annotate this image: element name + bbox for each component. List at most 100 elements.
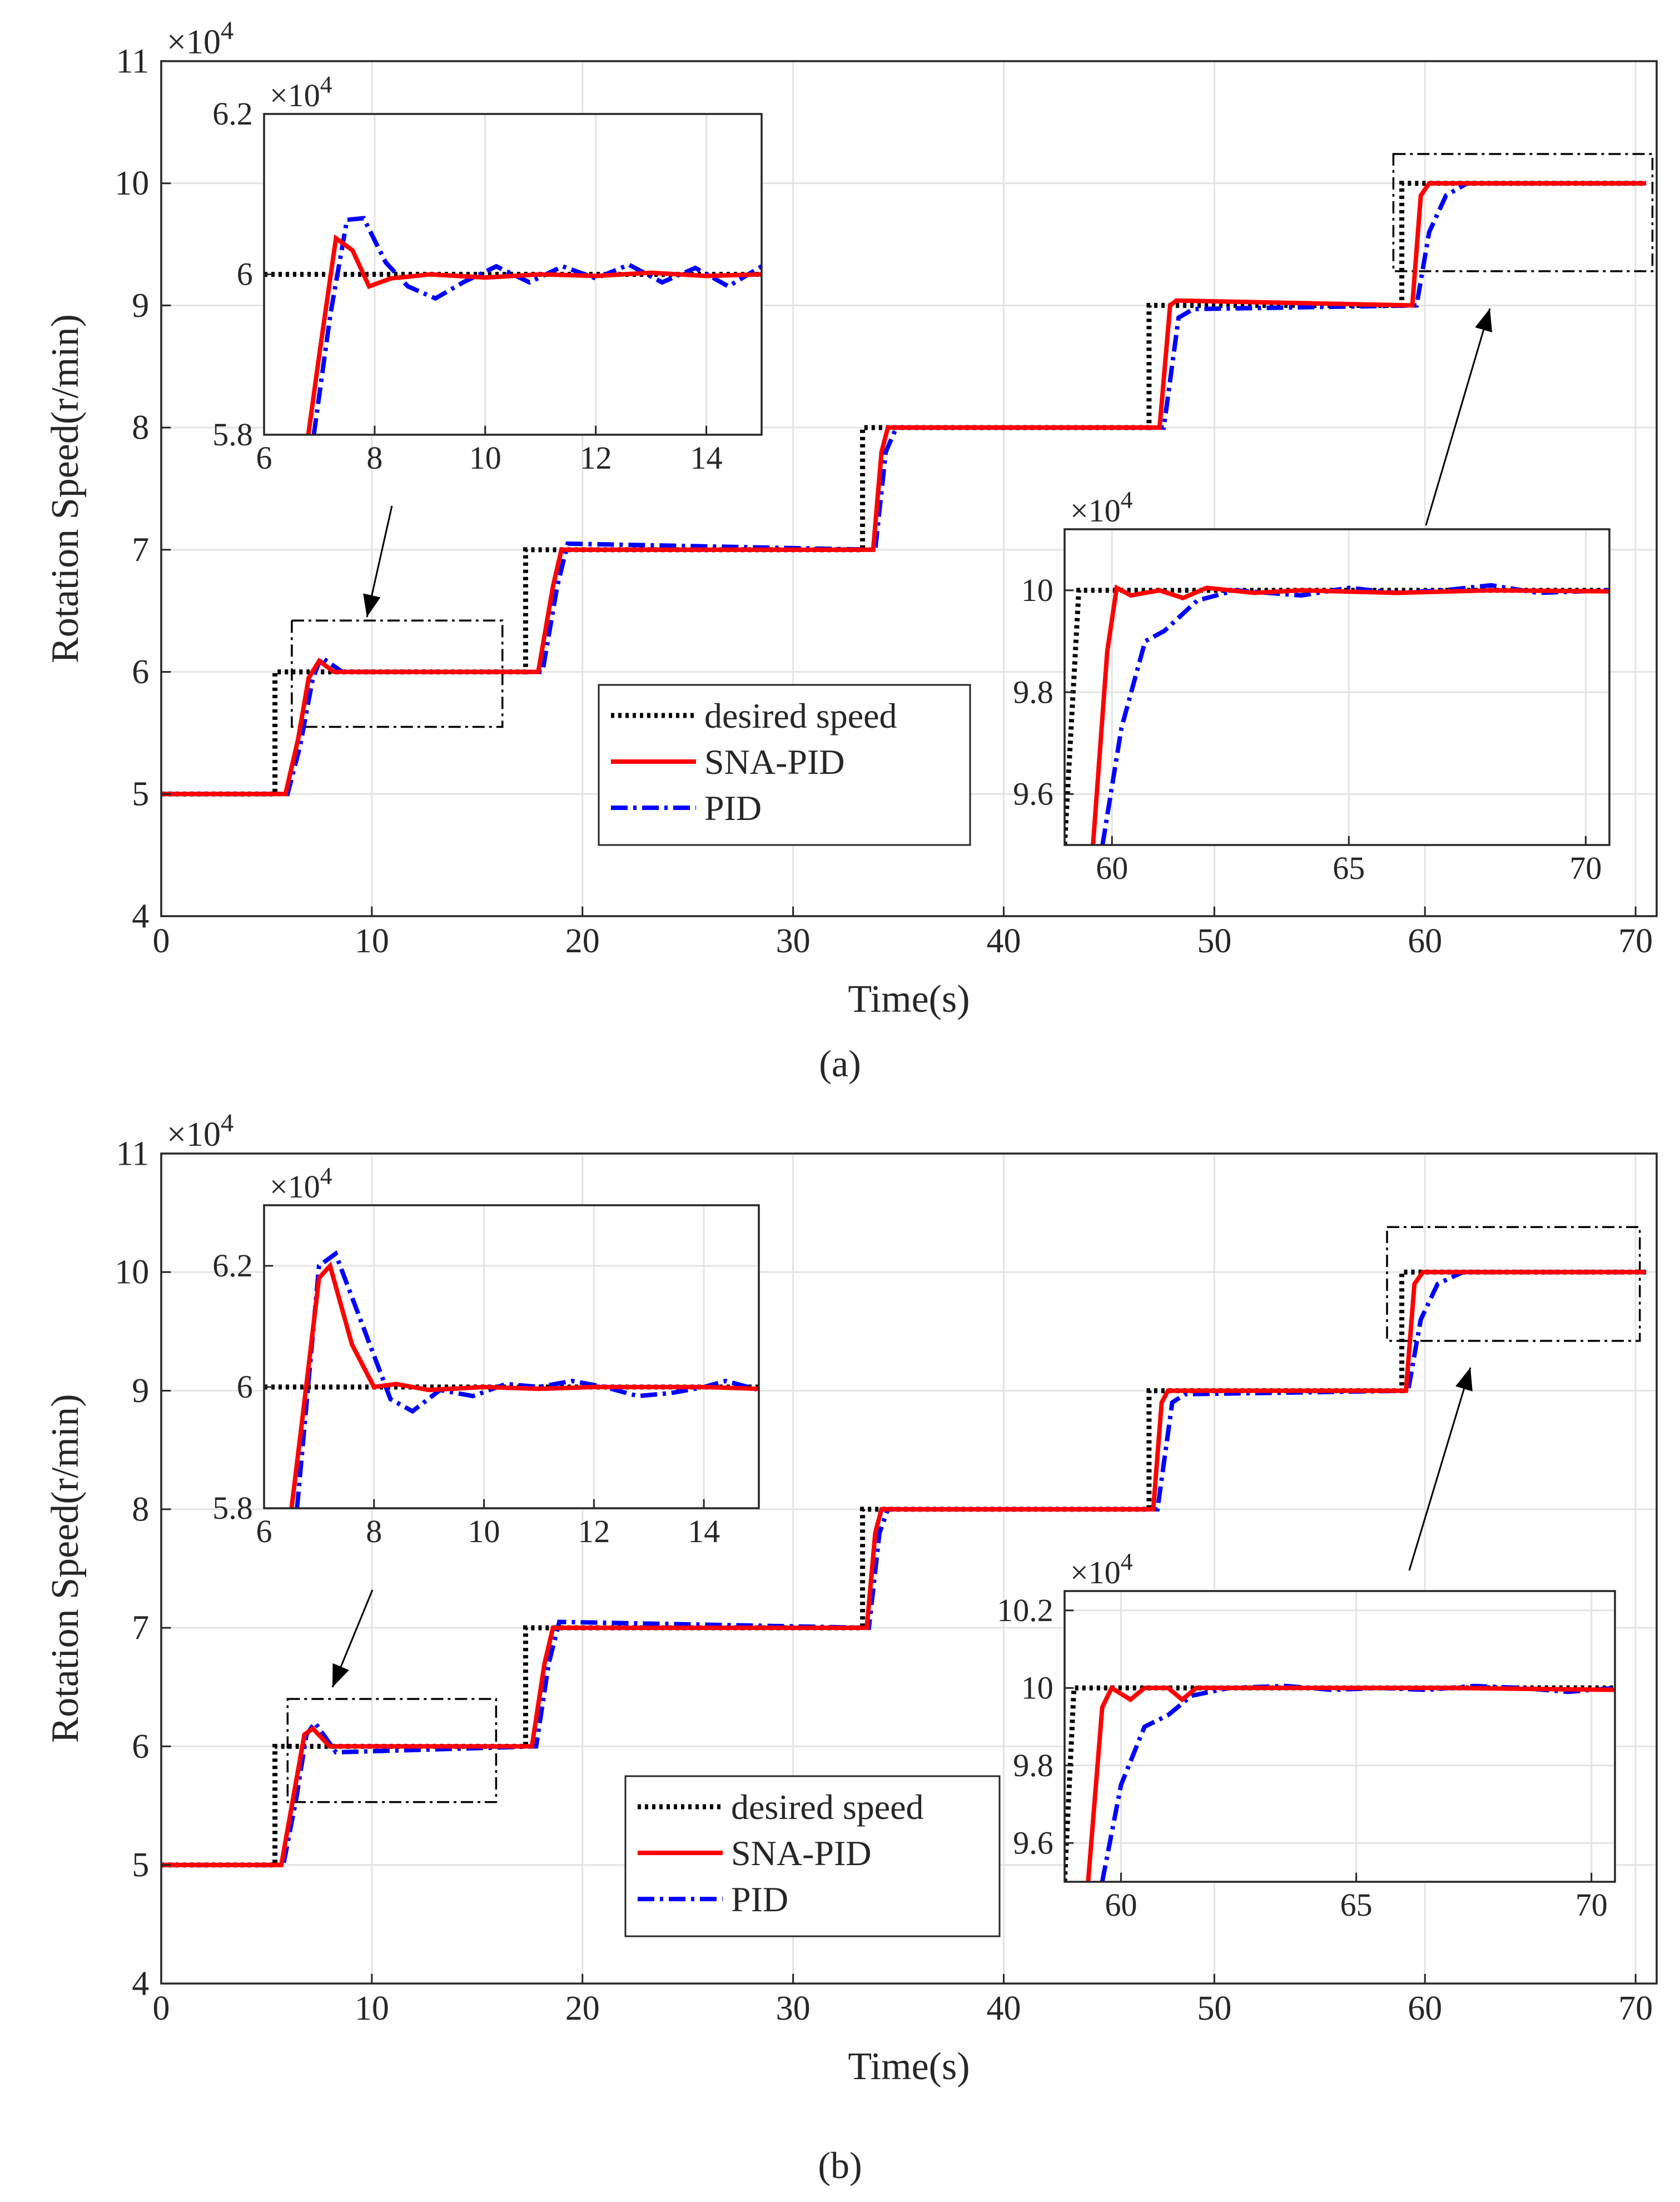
panel1-inset0-xtick-label-0: 6: [256, 1513, 272, 1549]
panel0-ytick-label-0: 4: [132, 897, 149, 935]
panel1-inset0-series-pid: [295, 1250, 759, 1508]
panel0-inset1-series-sna: [1091, 584, 1609, 845]
panel0-inset1-ytick-label-2: 10: [1021, 572, 1053, 608]
panel1-inset0-ytick-label-0: 5.8: [212, 1490, 253, 1526]
panel1-xtick-label-6: 60: [1408, 1990, 1442, 2027]
panel1-inset0-xtick-label-3: 12: [578, 1513, 610, 1549]
panel0-inset0-series-group: [264, 216, 762, 435]
panel-label-a: (a): [819, 1042, 861, 1085]
panel0-xtick-label-3: 30: [776, 922, 811, 960]
panel0-inset0-ytick-label-2: 6.2: [212, 96, 253, 132]
panel0-inset1-ytick-label-1: 9.8: [1013, 674, 1053, 710]
panel1-inset0-series-group: [264, 1250, 759, 1508]
panel1-xtick-label-1: 10: [355, 1990, 389, 2027]
panel0-ytick-label-2: 6: [132, 653, 149, 691]
panel0-inset1-xtick-label-2: 70: [1569, 850, 1602, 886]
panel0-legend-label-sna: SNA-PID: [704, 742, 844, 782]
panel0-legend-label-pid: PID: [704, 788, 762, 828]
panel1-legend-label-desired: desired speed: [731, 1787, 924, 1827]
panel0-xtick-label-0: 0: [153, 922, 170, 960]
panel1-inset0-xtick-label-2: 10: [468, 1513, 500, 1549]
panel1-inset1-xtick-label-0: 60: [1105, 1887, 1137, 1923]
panel1-series-desired: [161, 1269, 1647, 1868]
panel0-xtick-label-7: 70: [1618, 922, 1653, 960]
panel0-inset1-plot-area: [1065, 529, 1609, 845]
panel1-ytick-label-4: 8: [132, 1490, 149, 1528]
panel0-xtick-label-5: 50: [1197, 922, 1231, 960]
panel0-inset0-xtick-label-0: 6: [256, 440, 272, 476]
panel0-arrow-head-0: [363, 593, 381, 617]
panel0-arrow-line-1: [1425, 308, 1491, 526]
panel0-inset0-ytick-label-0: 5.8: [212, 416, 253, 453]
panel1-inset1-y-multiplier: ×104: [1070, 1549, 1133, 1590]
panel1-inset1: 60 65 70 9.6 9.8 10 10.2 ×104: [997, 1549, 1616, 1923]
panel1-arrow-line-1: [1408, 1367, 1472, 1571]
panel1-inset1-ytick-label-2: 10: [1021, 1669, 1053, 1706]
panel0-arrow-head-1: [1475, 309, 1493, 332]
panel1-inset1-ytick-label-1: 9.8: [1013, 1747, 1053, 1783]
panel1-inset1-xtick-label-2: 70: [1575, 1887, 1608, 1923]
panel0-ytick-label-5: 9: [132, 287, 149, 325]
panel1-inset1-frame: [1063, 1590, 1616, 1883]
panel1-inset0-y-multiplier: ×104: [270, 1163, 332, 1205]
panel0-legend: desired speed SNA-PID PID: [598, 684, 971, 846]
panel0-inset0-y-multiplier: ×104: [270, 72, 332, 113]
panel0-zoom-box-1: [1392, 153, 1654, 272]
panel0-inset1-xtick-label-1: 65: [1333, 850, 1365, 886]
panel1-xtick-label-3: 30: [776, 1990, 811, 2027]
panel0-inset0-xtick-label-4: 14: [690, 440, 723, 476]
panel1-ytick-label-2: 6: [132, 1728, 149, 1766]
panel-label-b: (b): [818, 2144, 862, 2186]
panel1-legend-label-sna: SNA-PID: [731, 1833, 871, 1873]
panel1-xtick-label-0: 0: [153, 1990, 170, 2027]
panel0-xtick-label-1: 10: [355, 922, 389, 960]
panel1-arrow-head-0: [332, 1663, 350, 1687]
panel1-frame: [160, 1152, 1658, 1985]
panel0-ytick-label-1: 5: [132, 776, 149, 813]
panel0-inset1-frame: [1063, 528, 1611, 846]
panel1-ytick-label-0: 4: [132, 1965, 149, 2002]
panel0-inset1-ytick-label-0: 9.6: [1013, 776, 1053, 812]
panel0-inset0-xtick-label-2: 10: [469, 440, 501, 476]
panel0-xtick-label-2: 20: [565, 922, 600, 960]
panel0-inset0-xtick-label-3: 12: [580, 440, 612, 476]
panel1-legend-box: [624, 1775, 1001, 1937]
panel1-ytick-label-3: 7: [132, 1609, 149, 1647]
panel1-inset1-series-sna: [1086, 1684, 1615, 1882]
panel1-inset1-ytick-label-0: 9.6: [1013, 1825, 1053, 1861]
panel0-series-desired: [161, 181, 1647, 797]
panel1-xtick-label-2: 20: [565, 1990, 600, 2027]
panel1-ytick-label-6: 10: [115, 1254, 149, 1291]
panel0-inset1-series-group: [1065, 583, 1609, 845]
panel0-ytick-label-7: 11: [116, 42, 150, 80]
panel0-xtick-label-6: 60: [1408, 922, 1442, 960]
panel0-inset0-series-sna: [306, 234, 762, 435]
panel1-inset0-series-sna: [289, 1261, 759, 1508]
panel0-inset1: 60 65 70 9.6 9.8 10 ×104: [1013, 487, 1611, 886]
panel1-inset1-plot-area: [1065, 1591, 1615, 1882]
panel1-y-multiplier: ×104: [167, 1109, 233, 1154]
panel0-ytick-label-6: 10: [115, 165, 149, 202]
panel0-legend-box: [598, 684, 971, 846]
panel1-xtick-label-4: 40: [986, 1990, 1021, 2027]
panel1-ytick-label-7: 11: [116, 1135, 150, 1172]
panel1-ylabel: Rotation Speed(r/min): [44, 1394, 87, 1743]
panel0-inset1-y-multiplier: ×104: [1070, 487, 1133, 529]
panel0-ylabel: Rotation Speed(r/min): [44, 314, 87, 663]
panel1-inset0-frame: [263, 1204, 760, 1509]
panel1-xtick-label-7: 70: [1618, 1990, 1653, 2027]
panel1-legend: desired speed SNA-PID PID: [624, 1775, 1001, 1937]
panel0-inset0-series-pid: [311, 216, 762, 435]
panel1-ytick-label-1: 5: [132, 1846, 149, 1884]
panel0-inset0-ytick-label-1: 6: [237, 256, 253, 292]
panel0-inset1-xtick-label-0: 60: [1096, 850, 1128, 886]
panel1-ytick-label-5: 9: [132, 1372, 149, 1410]
panel-b: 0 10 20 30 40 50 60 70 4 5 6 7 8 9 10 11 ×104 Time(s) Rota…: [44, 1109, 1658, 2088]
panel0-inset0-xtick-label-1: 8: [366, 440, 382, 476]
panel1-arrow-head-1: [1455, 1368, 1473, 1391]
panel1-inset0-ytick-label-2: 6.2: [212, 1247, 253, 1284]
panel1-zoom-box-1: [1386, 1226, 1641, 1342]
panel0-xlabel: Time(s): [848, 978, 970, 1021]
panel1-inset1-xtick-label-1: 65: [1340, 1887, 1373, 1923]
